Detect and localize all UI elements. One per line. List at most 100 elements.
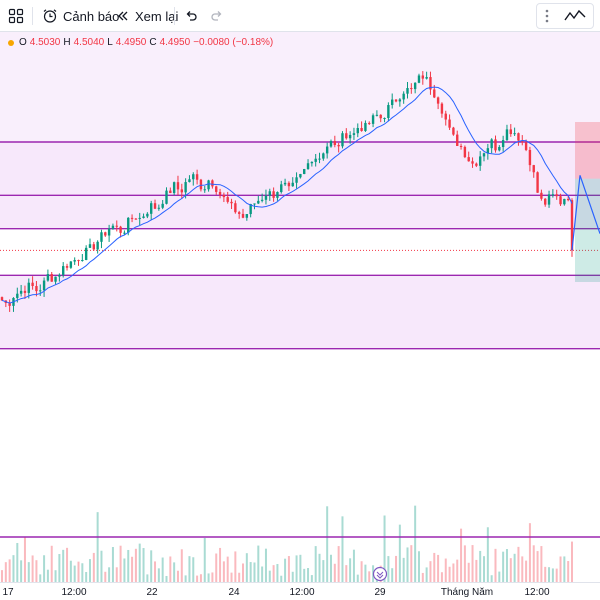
- volume-bar: [368, 571, 371, 582]
- undo-button[interactable]: [184, 4, 198, 28]
- replay-marker[interactable]: [372, 566, 388, 582]
- candle-body: [540, 192, 543, 199]
- candle-body: [184, 182, 187, 193]
- chart-tools-box: [536, 3, 594, 29]
- candle-body: [130, 217, 134, 219]
- more-vertical-icon[interactable]: [544, 8, 550, 24]
- candle-body: [218, 191, 222, 195]
- volume-bar: [196, 575, 199, 582]
- candle-body: [566, 198, 570, 201]
- candle-body: [570, 200, 574, 251]
- volume-bar: [303, 568, 306, 582]
- candle-body: [176, 182, 180, 190]
- status-dot-icon: [8, 39, 14, 46]
- candle-body: [429, 77, 432, 90]
- volume-bar: [192, 557, 195, 582]
- volume-bar: [234, 551, 237, 582]
- redo-button[interactable]: [210, 4, 224, 28]
- candle-body: [555, 194, 558, 197]
- candle-body: [96, 241, 99, 250]
- candle-body: [299, 174, 302, 178]
- volume-bar: [437, 554, 440, 582]
- volume-bar: [544, 566, 547, 582]
- volume-bar: [134, 548, 137, 582]
- time-tick-label: 12:00: [61, 587, 87, 598]
- layout-button[interactable]: [8, 4, 24, 28]
- stop-loss-zone: [575, 122, 600, 179]
- candle-body: [58, 274, 61, 277]
- alarm-clock-icon: [43, 9, 57, 23]
- candle-body: [459, 145, 463, 147]
- volume-bar: [486, 527, 489, 582]
- candle-body: [31, 282, 34, 287]
- candle-body: [471, 161, 474, 164]
- replay-button[interactable]: Xem lại: [116, 4, 178, 28]
- candle-body: [413, 82, 417, 90]
- volume-bar: [138, 543, 141, 582]
- indicator-wave-icon[interactable]: [564, 8, 586, 24]
- volume-bar: [20, 560, 23, 582]
- candle-body: [65, 266, 69, 268]
- candle-body: [348, 134, 352, 139]
- candle-body: [249, 204, 252, 215]
- volume-bar: [352, 549, 355, 582]
- candle-body: [536, 172, 539, 193]
- volume-bar: [66, 547, 69, 582]
- candle-body: [222, 194, 226, 198]
- volume-bar: [249, 562, 252, 582]
- forecast-path[interactable]: [571, 175, 600, 251]
- candle-body: [498, 147, 501, 151]
- candle-body: [234, 203, 237, 213]
- volume-bar: [43, 555, 46, 582]
- candle-body: [398, 99, 402, 102]
- volume-bar: [8, 559, 11, 582]
- candle-body: [433, 89, 436, 98]
- volume-bar: [440, 572, 443, 582]
- time-tick-label: 12:00: [524, 587, 550, 598]
- volume-bar: [142, 548, 145, 582]
- volume-bar: [444, 558, 447, 582]
- volume-bar: [337, 546, 340, 582]
- volume-bar: [314, 546, 317, 582]
- volume-bar: [131, 556, 134, 582]
- volume-bar: [35, 560, 38, 582]
- level-bands: [0, 32, 600, 349]
- candle-body: [245, 214, 249, 218]
- volume-bar: [559, 556, 562, 582]
- toolbar-separator: [32, 7, 33, 25]
- volume-bar: [498, 571, 501, 582]
- candle-body: [501, 140, 505, 148]
- time-tick-label: 29: [374, 587, 386, 598]
- alert-button[interactable]: Cảnh báo: [42, 4, 119, 28]
- volume-bar: [180, 549, 183, 582]
- volume-bar: [219, 547, 222, 582]
- volume-bar: [119, 545, 122, 582]
- price-chart[interactable]: [0, 32, 600, 582]
- candle-body: [127, 217, 130, 233]
- alert-label: Cảnh báo: [63, 8, 120, 24]
- volume-bar: [50, 545, 53, 582]
- volume-bar: [513, 553, 516, 582]
- open-value: 4.5030: [29, 37, 61, 48]
- volume-bar: [257, 545, 260, 582]
- volume-bar: [322, 560, 325, 582]
- candle-body: [153, 203, 157, 209]
- volume-bar: [467, 562, 470, 582]
- candle-body: [42, 280, 46, 291]
- candlesticks: [0, 71, 574, 312]
- volume-bar: [571, 541, 573, 582]
- time-tick-label: 22: [146, 587, 158, 598]
- volume-bar: [551, 568, 554, 582]
- high-label: H: [63, 37, 71, 48]
- volume-bar: [448, 566, 451, 582]
- volume-bar: [502, 551, 505, 582]
- volume-bar: [525, 560, 528, 582]
- volume-bar: [230, 572, 233, 582]
- candle-body: [318, 158, 321, 160]
- candle-body: [524, 142, 528, 150]
- candle-body: [448, 119, 451, 128]
- redo-icon: [211, 11, 222, 21]
- volume-bar: [1, 570, 3, 582]
- volume-bar: [154, 561, 157, 582]
- candle-body: [77, 260, 80, 262]
